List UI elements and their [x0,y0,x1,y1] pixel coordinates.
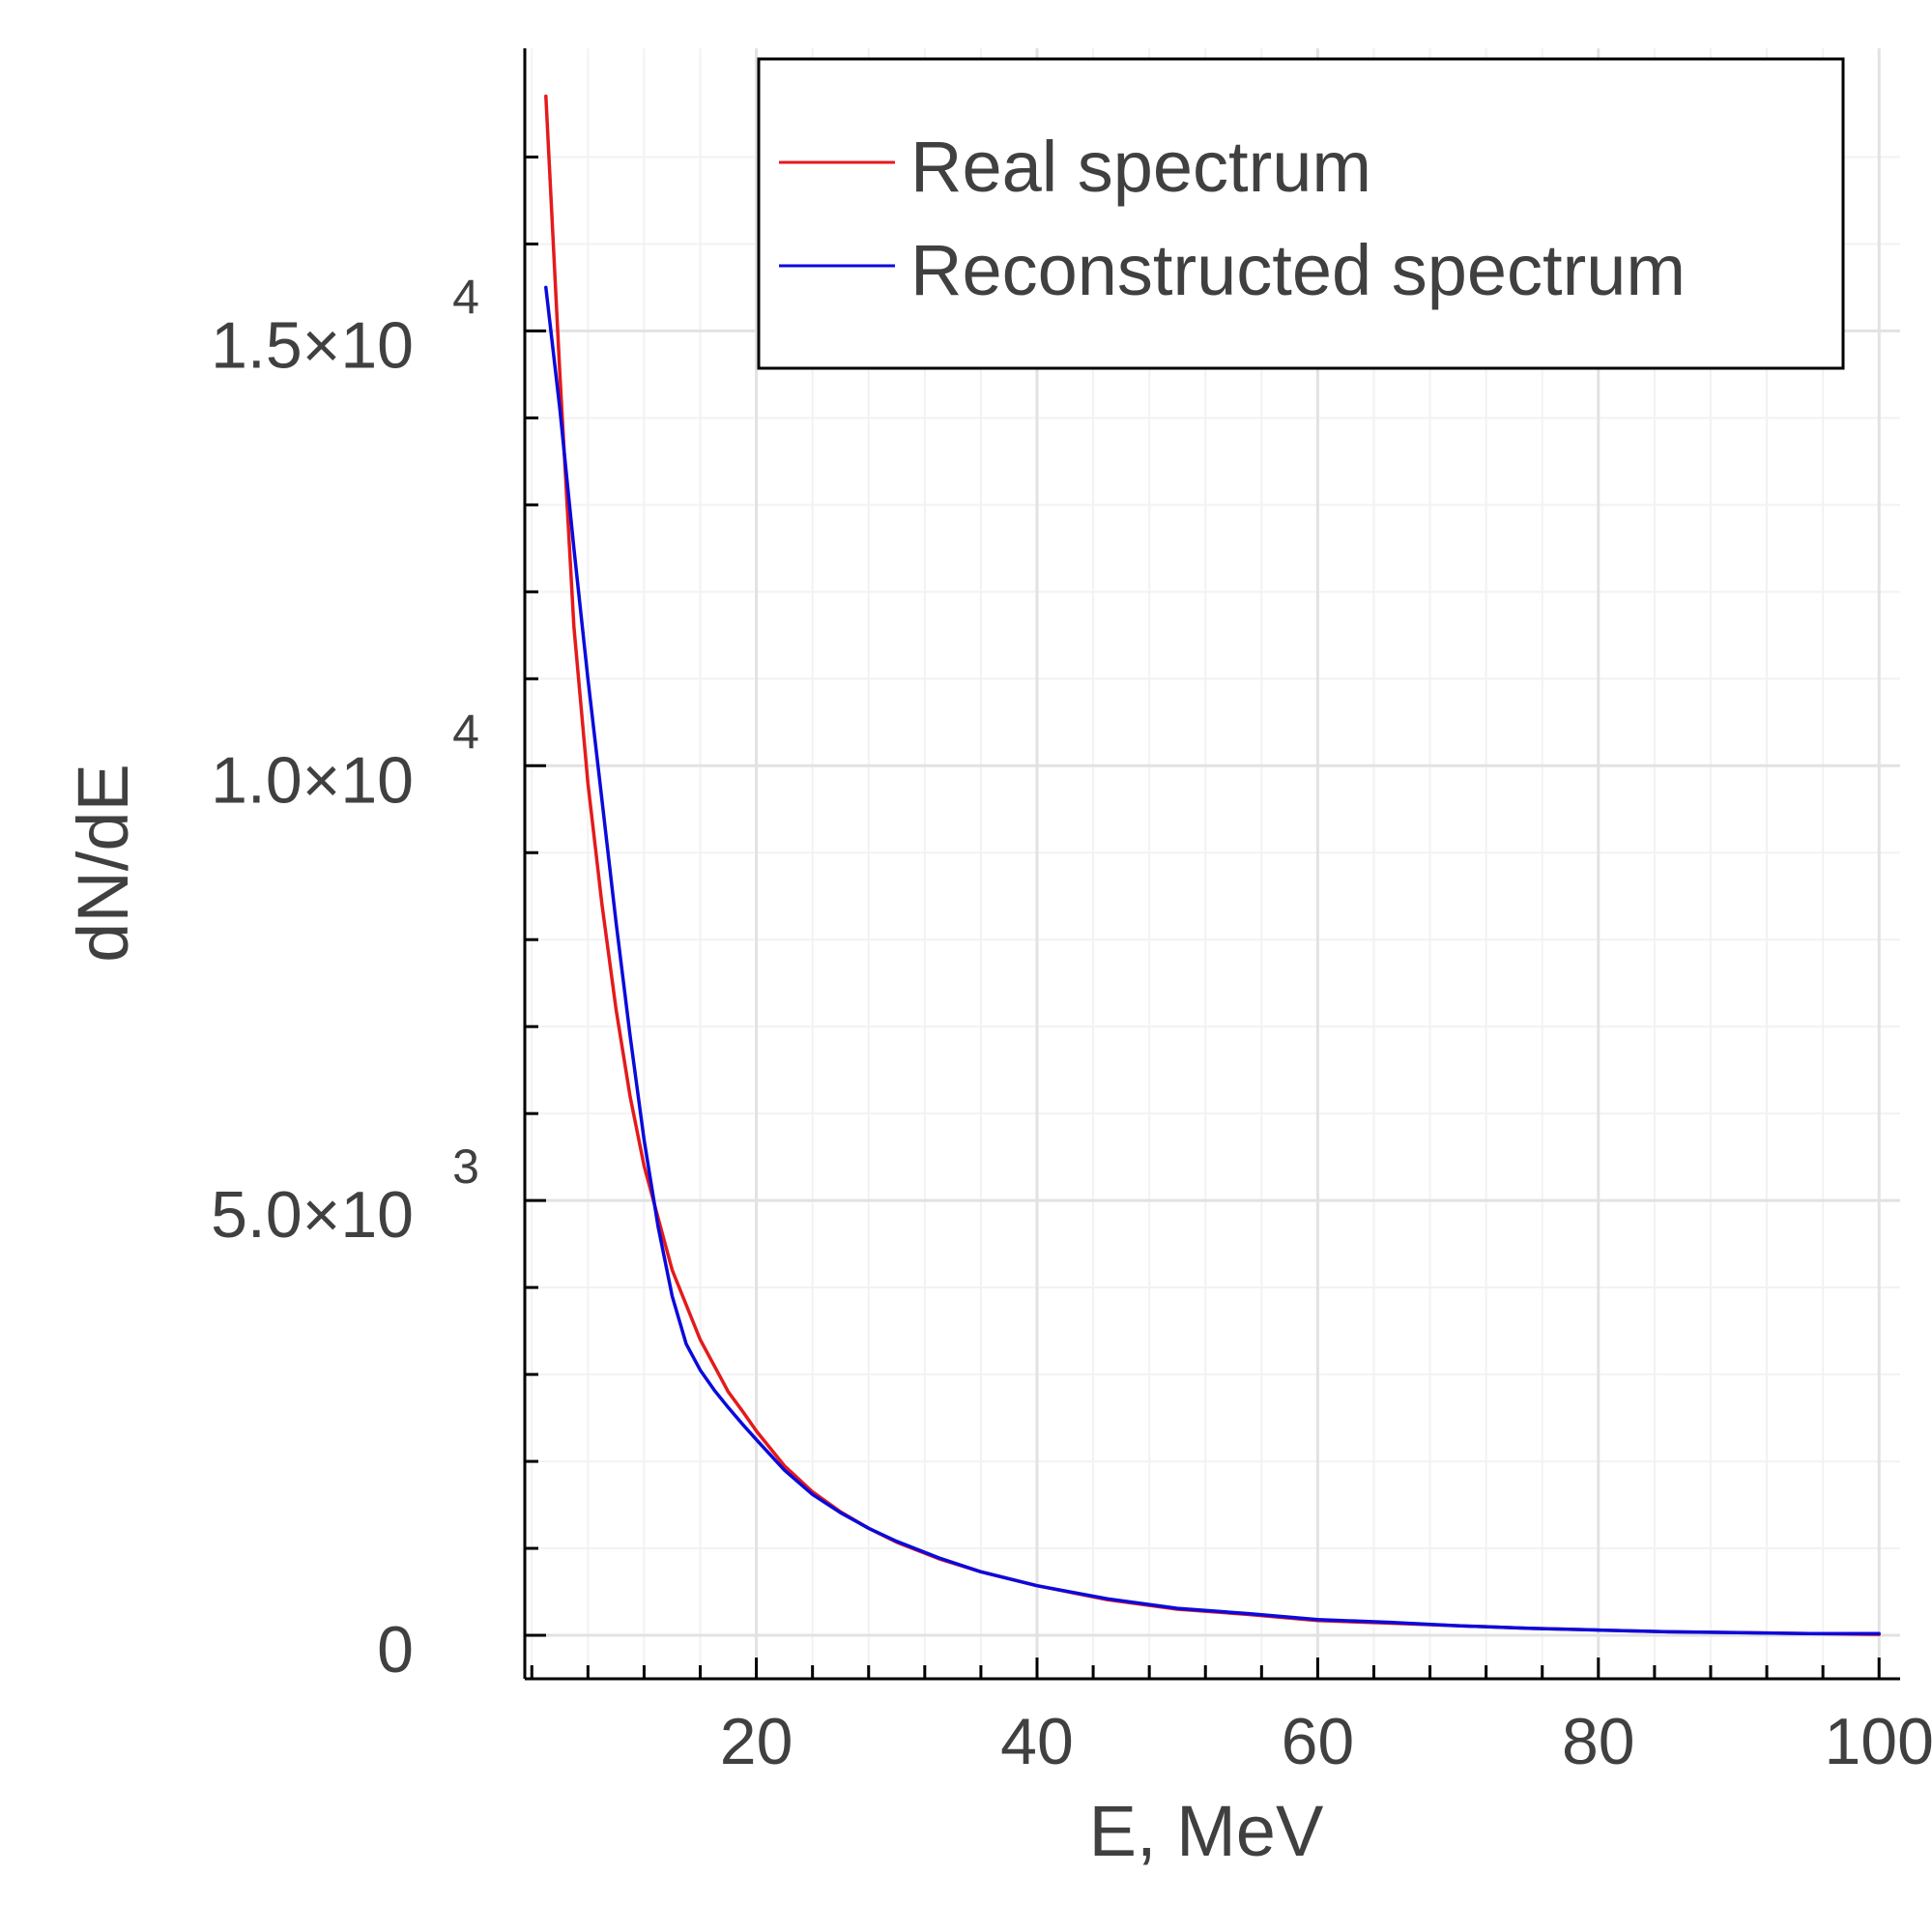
legend-label-real: Real spectrum [910,127,1371,207]
y-tick-label: 5.0×10 [211,1178,414,1252]
x-tick-label: 20 [720,1705,793,1778]
tick-labels: 20 40 60 80 100 0 5.0×10 3 1.0×10 4 1.5×10 4 [211,270,1932,1778]
axis-ticks [525,155,1881,1679]
reconstructed-spectrum-line [544,285,1881,1635]
legend-label-reconstructed: Reconstructed spectrum [910,230,1686,310]
x-tick-label: 40 [1000,1705,1074,1778]
y-tick-label: 1.5×10 [211,308,414,382]
y-tick-exponent: 4 [452,705,479,759]
x-tick-label: 60 [1282,1705,1355,1778]
axes [523,48,1900,1681]
x-tick-label: 100 [1824,1705,1932,1778]
y-tick-exponent: 3 [452,1139,479,1194]
y-axis-title: dN/dE [63,764,143,963]
legend-box [757,57,1845,370]
y-tick-label: 0 [377,1613,414,1687]
series-lines [544,94,1881,1636]
x-axis-title: E, MeV [1089,1791,1324,1871]
y-tick-label: 1.0×10 [211,743,414,817]
legend: Real spectrum Reconstructed spectrum [757,57,1845,370]
x-tick-label: 80 [1562,1705,1635,1778]
y-tick-exponent: 4 [452,270,479,324]
